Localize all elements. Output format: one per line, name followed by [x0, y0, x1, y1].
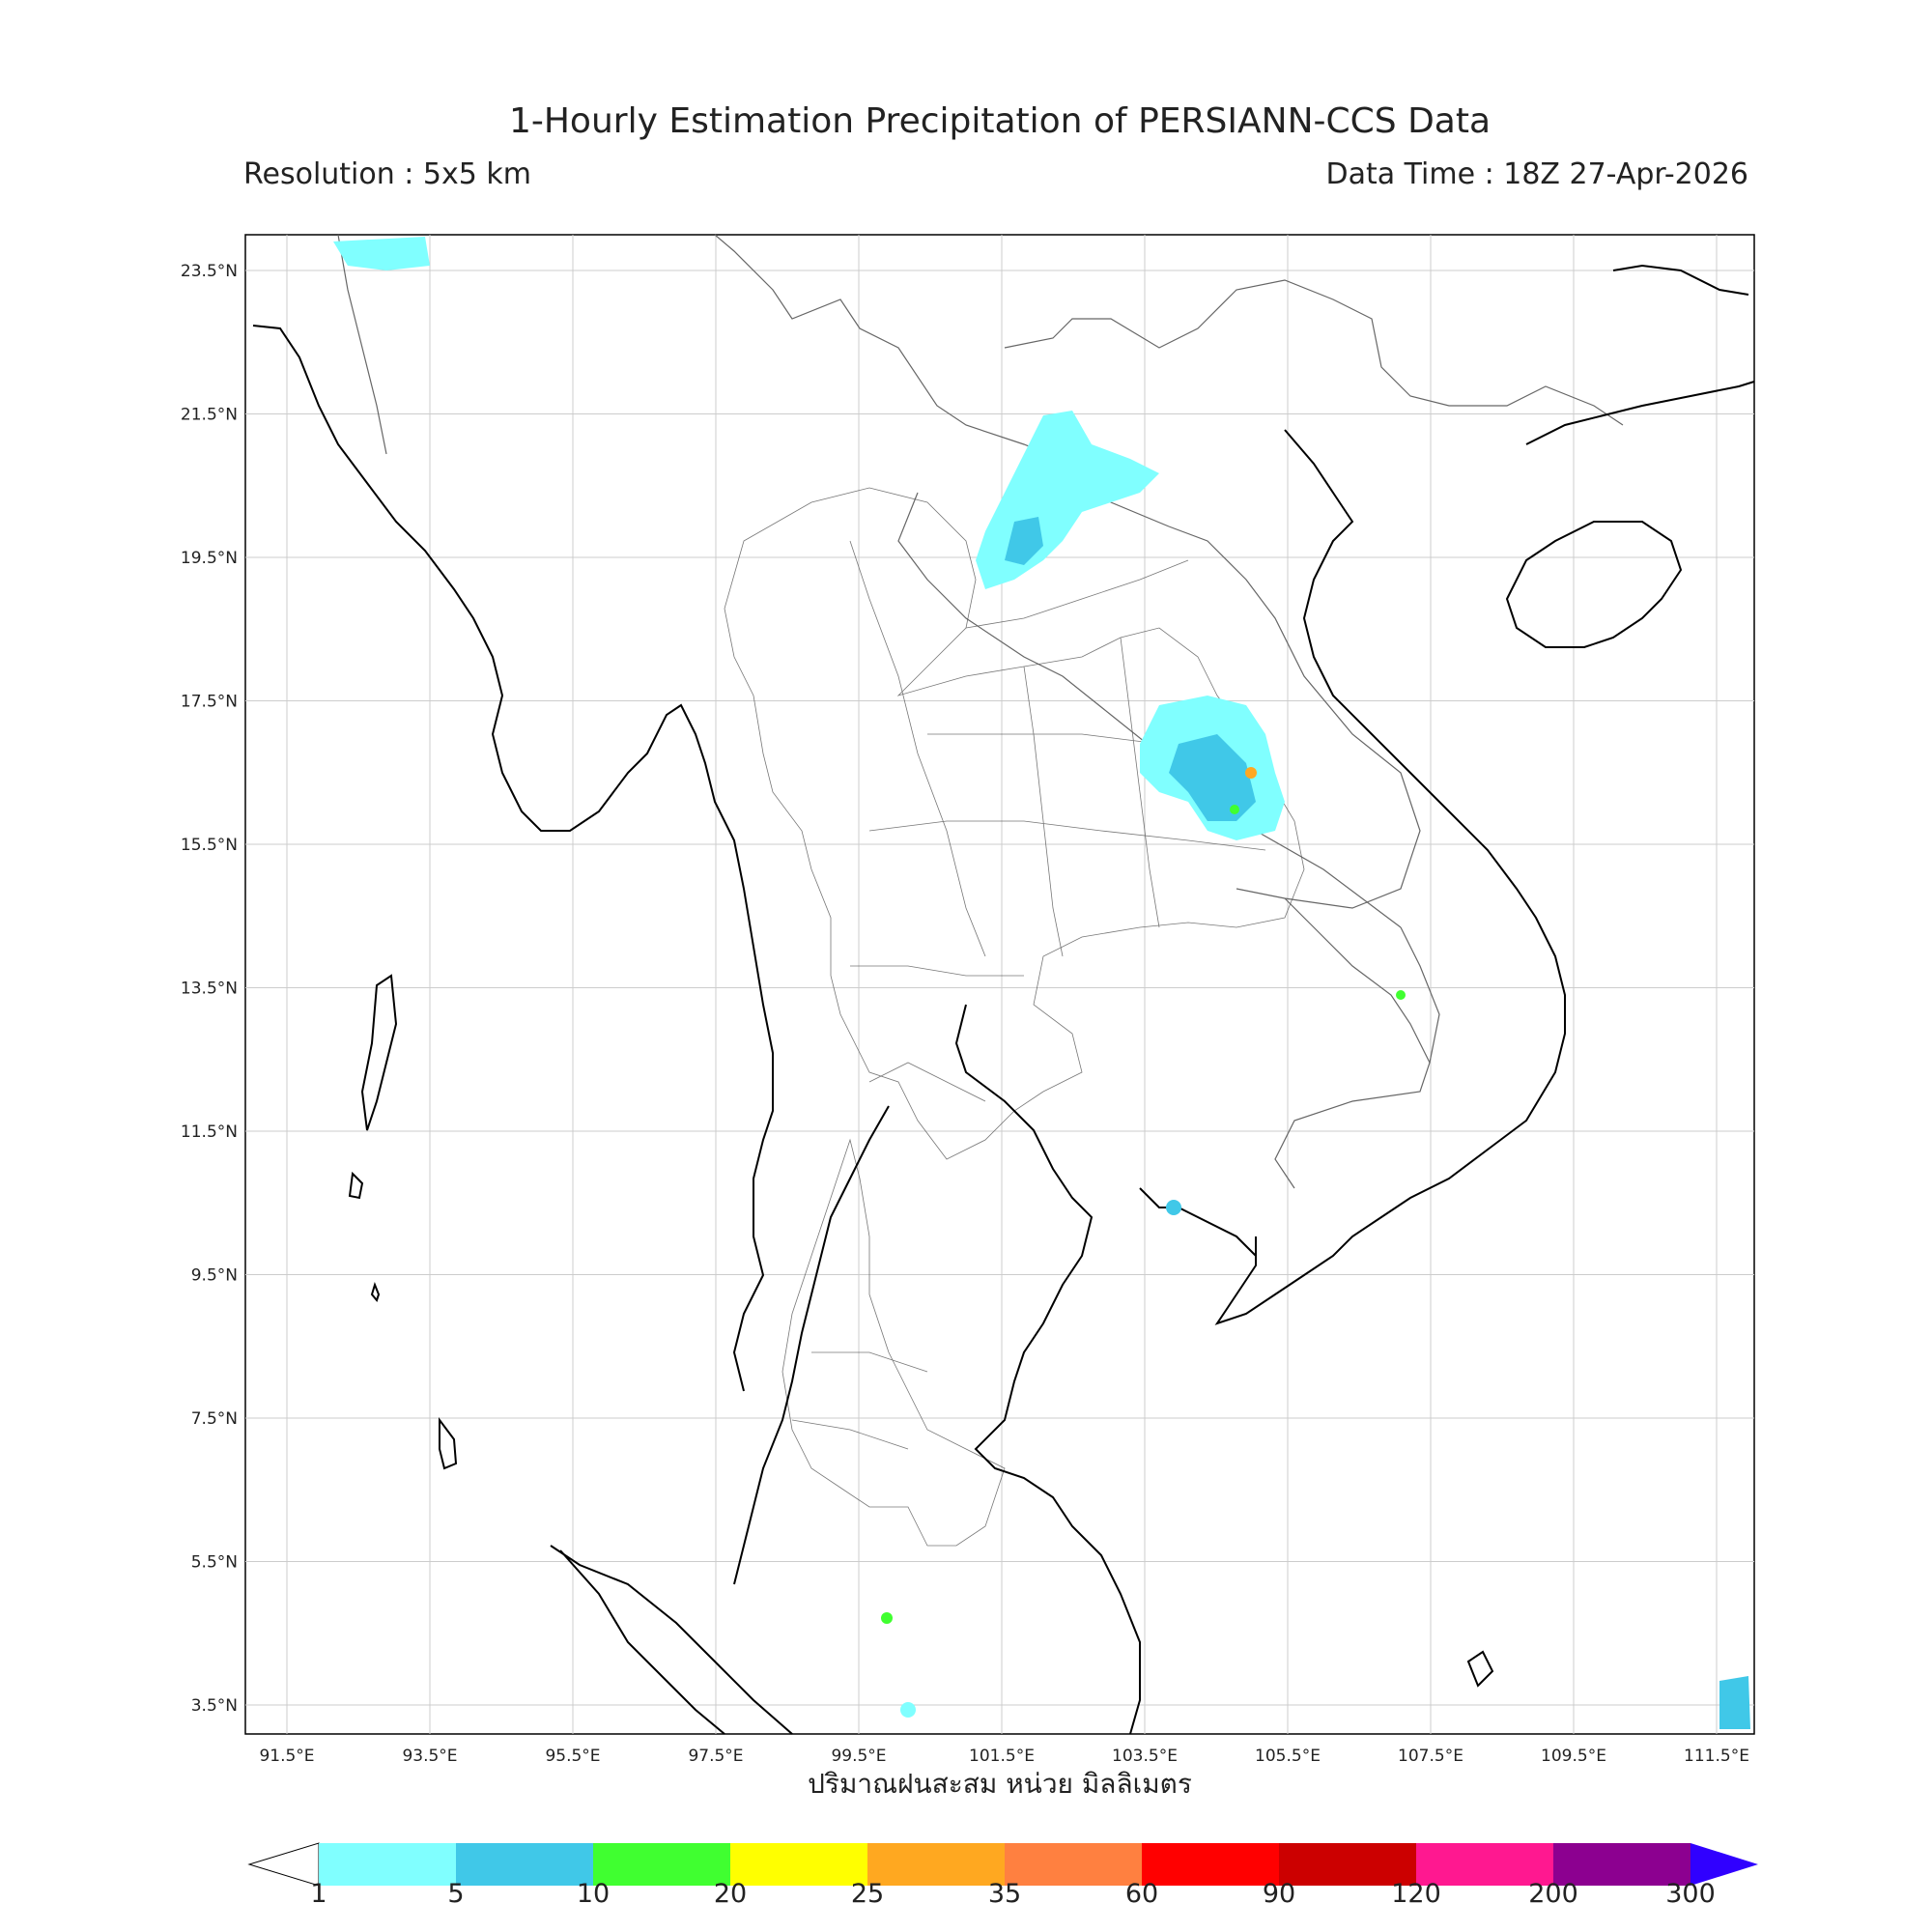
precipitation-areas	[333, 237, 1750, 1729]
coastlines	[252, 264, 1755, 1735]
colorbar	[247, 1842, 1758, 1887]
rain-patch-nw-corner	[333, 237, 430, 270]
lat-tick-label: 3.5°N	[191, 1696, 238, 1716]
colorbar-tick-label: 300	[1665, 1879, 1716, 1909]
lon-tick-label: 95.5°E	[545, 1747, 600, 1766]
lon-tick-label: 99.5°E	[831, 1747, 886, 1766]
colorbar-segment	[593, 1843, 730, 1886]
lat-tick-label: 11.5°N	[181, 1122, 238, 1142]
lon-tick-label: 105.5°E	[1255, 1747, 1321, 1766]
graticule	[245, 235, 1754, 1734]
rain-patch-southwest-vn	[1719, 1676, 1750, 1729]
lon-tick-label: 93.5°E	[402, 1747, 457, 1766]
colorbar-segment	[1279, 1843, 1416, 1886]
colorbar-segment	[730, 1843, 867, 1886]
rain-orange-dot	[1245, 767, 1257, 779]
colorbar-segment	[867, 1843, 1005, 1886]
resolution-label: Resolution : 5x5 km	[243, 157, 531, 191]
colorbar-extend-min	[247, 1842, 320, 1887]
lat-tick-label: 5.5°N	[191, 1553, 238, 1573]
colorbar-tick-label: 20	[713, 1879, 748, 1909]
colorbar-tick-label: 120	[1391, 1879, 1441, 1909]
lat-tick-label: 21.5°N	[181, 406, 238, 425]
rain-patch-small-3	[1166, 1200, 1181, 1215]
colorbar-tick-label: 10	[576, 1879, 611, 1909]
colorbar-tick-label: 60	[1124, 1879, 1159, 1909]
colorbar-tick-label: 35	[987, 1879, 1022, 1909]
lon-tick-label: 103.5°E	[1112, 1747, 1178, 1766]
data-time-label: Data Time : 18Z 27-Apr-2026	[1325, 157, 1748, 191]
rain-patch-small-2	[881, 1612, 893, 1624]
x-axis-title: ปริมาณฝนสะสม หน่วย มิลลิเมตร	[808, 1768, 1192, 1800]
rain-patch-small-4	[1396, 990, 1406, 1000]
colorbar-tick-label: 90	[1262, 1879, 1296, 1909]
lat-tick-label: 15.5°N	[181, 836, 238, 855]
colorbar-segment	[319, 1843, 456, 1886]
axis-ticks: 91.5°E 93.5°E 95.5°E 97.5°E 99.5°E 101.5°E 103…	[181, 262, 1749, 1766]
lon-tick-label: 91.5°E	[259, 1747, 314, 1766]
lon-tick-label: 97.5°E	[688, 1747, 743, 1766]
colorbar-tick-label: 5	[447, 1879, 465, 1909]
lat-tick-label: 17.5°N	[181, 693, 238, 712]
colorbar-segment	[1005, 1843, 1142, 1886]
colorbar-segment	[456, 1843, 593, 1886]
colorbar-segment	[1553, 1843, 1690, 1886]
lon-tick-label: 107.5°E	[1398, 1747, 1463, 1766]
province-borders	[724, 487, 1305, 1547]
lat-tick-label: 7.5°N	[191, 1409, 238, 1429]
colorbar-tick-label: 200	[1528, 1879, 1578, 1909]
rain-patch-small-1	[900, 1702, 916, 1718]
lon-tick-label: 101.5°E	[969, 1747, 1035, 1766]
map-frame	[244, 234, 1755, 1735]
map-title: 1-Hourly Estimation Precipitation of PER…	[508, 101, 1492, 141]
colorbar-segment	[1416, 1843, 1553, 1886]
lat-tick-label: 23.5°N	[181, 262, 238, 281]
lat-tick-label: 19.5°N	[181, 549, 238, 568]
rain-patch-north-laos-core	[1005, 517, 1043, 565]
lon-tick-label: 111.5°E	[1684, 1747, 1749, 1766]
lat-tick-label: 9.5°N	[191, 1266, 238, 1286]
lat-tick-label: 13.5°N	[181, 980, 238, 999]
rain-heavy-dot	[1230, 805, 1239, 814]
rain-patch-northeast-core	[1169, 734, 1256, 821]
colorbar-tick-label: 1	[310, 1879, 327, 1909]
colorbar-segment	[1142, 1843, 1279, 1886]
colorbar-tick-label: 25	[850, 1879, 885, 1909]
country-borders	[337, 234, 1624, 1189]
colorbar-extend-max	[1690, 1843, 1758, 1886]
lon-tick-label: 109.5°E	[1541, 1747, 1606, 1766]
